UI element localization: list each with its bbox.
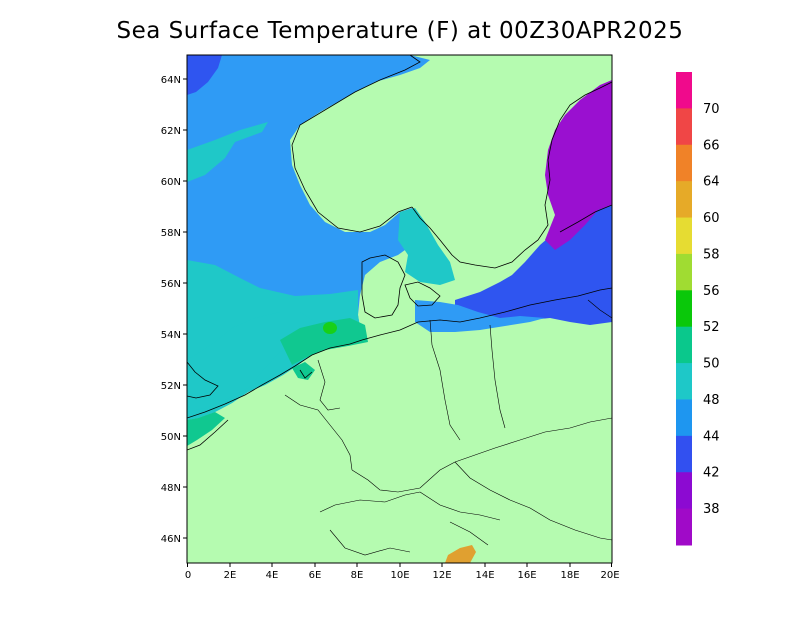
colorbar-swatch	[676, 144, 692, 182]
cold-water-east	[545, 80, 612, 250]
sst-band-50-52-coast	[280, 318, 368, 365]
lon-label: 8E	[351, 570, 364, 581]
lon-label: 14E	[475, 570, 494, 581]
lat-label: 58N	[161, 228, 181, 239]
colorbar-swatch	[676, 508, 692, 546]
colorbar-swatch	[676, 399, 692, 437]
sst-band-48-50-north	[187, 122, 268, 182]
southern-baltic-water	[415, 300, 545, 332]
colorbar-label: 48	[703, 393, 720, 408]
map-title: Sea Surface Temperature (F) at 00Z30APR2…	[116, 18, 684, 44]
adriatic-warm-water	[445, 545, 476, 563]
colorbar-swatch	[676, 363, 692, 400]
country-borders	[284, 299, 612, 556]
colorbar-label: 70	[703, 102, 720, 117]
lat-label: 50N	[161, 432, 181, 443]
colorbar-label: 42	[703, 466, 720, 481]
lon-label: 18E	[560, 570, 579, 581]
lon-label: 16E	[517, 570, 536, 581]
colorbar-swatch	[676, 72, 692, 109]
kattegat-water	[398, 208, 455, 285]
longitude-axis: 0 2E 4E 6E 8E 10E 12E 14E 16E 18E 20E	[185, 563, 620, 581]
sst-band-50-52-channel	[187, 412, 225, 446]
colorbar-label: 52	[703, 320, 720, 335]
colorbar-label: 58	[703, 247, 720, 262]
map-plot	[187, 55, 612, 563]
warm-spot	[323, 322, 337, 334]
lat-label: 54N	[161, 330, 181, 341]
lat-label: 52N	[161, 381, 181, 392]
colorbar-swatch	[676, 108, 692, 146]
lon-label: 0	[185, 570, 191, 581]
colorbar-swatch	[676, 326, 692, 364]
lat-label: 64N	[161, 75, 181, 86]
lon-label: 20E	[600, 570, 619, 581]
colorbar-label: 60	[703, 211, 720, 226]
colorbar-label: 64	[703, 175, 720, 190]
sst-band-48-50-channel	[187, 312, 315, 412]
colorbar-swatch	[676, 181, 692, 219]
lat-label: 48N	[161, 483, 181, 494]
lat-label: 60N	[161, 177, 181, 188]
colorbar: 70 66 64 60 58 56 52 50 48 44 42 38	[676, 72, 720, 546]
cold-patch-northwest	[187, 55, 222, 95]
lat-label: 62N	[161, 126, 181, 137]
colorbar-swatch	[676, 435, 692, 473]
lon-label: 12E	[432, 570, 451, 581]
lon-label: 4E	[266, 570, 279, 581]
colorbar-label: 66	[703, 138, 720, 153]
colorbar-swatch	[676, 290, 692, 328]
colorbar-swatch	[676, 472, 692, 510]
colorbar-label: 56	[703, 284, 720, 299]
lon-label: 2E	[224, 570, 237, 581]
coastlines	[187, 55, 612, 451]
lat-label: 46N	[161, 534, 181, 545]
latitude-axis: 64N 62N 60N 58N 56N 54N 52N 50N 48N 46N	[161, 75, 187, 545]
lat-label: 56N	[161, 279, 181, 290]
colorbar-label: 50	[703, 357, 720, 372]
sst-band-50-52-waddensea	[292, 362, 315, 380]
colorbar-label: 44	[703, 429, 720, 444]
colorbar-swatch	[676, 253, 692, 291]
colorbar-label: 38	[703, 502, 720, 517]
colorbar-swatch	[676, 217, 692, 255]
lon-label: 10E	[390, 570, 409, 581]
lon-label: 6E	[309, 570, 322, 581]
